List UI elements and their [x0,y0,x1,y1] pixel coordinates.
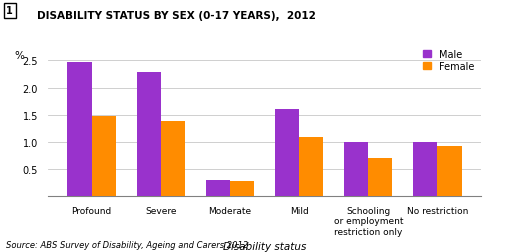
Bar [344,142,368,197]
Text: Source: ABS Survey of Disability, Ageing and Carers 2012: Source: ABS Survey of Disability, Ageing… [6,240,249,249]
Legend: Male, Female: Male, Female [421,48,477,74]
Text: DISABILITY STATUS BY SEX (0-17 YEARS),  2012: DISABILITY STATUS BY SEX (0-17 YEARS), 2… [37,11,316,21]
Bar [368,159,393,197]
Bar [230,181,254,197]
Bar [161,122,185,197]
Bar [413,142,437,197]
Text: 1: 1 [6,6,13,16]
Bar [92,116,116,197]
Bar [275,110,299,197]
Bar [437,147,462,197]
Bar [67,63,92,197]
Bar [299,137,323,197]
Bar [206,180,230,197]
Bar [136,73,161,197]
Y-axis label: %: % [15,50,24,60]
X-axis label: Disability status: Disability status [223,241,306,251]
